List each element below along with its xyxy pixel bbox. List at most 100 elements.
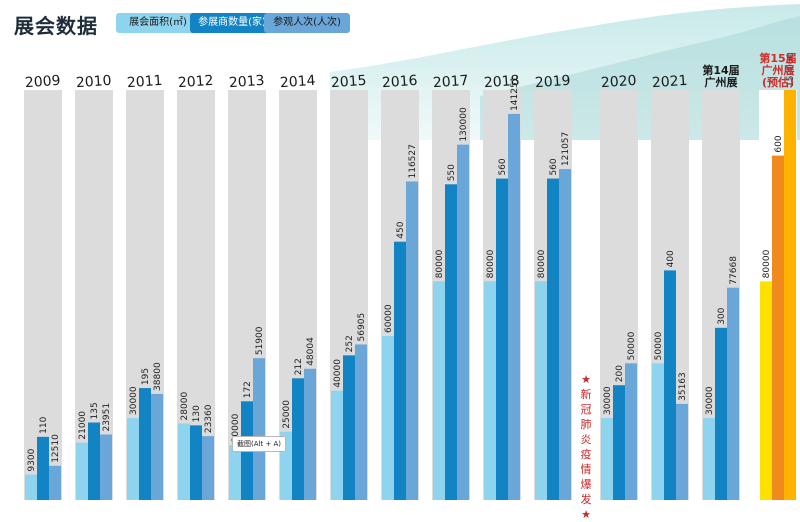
data-label-area-1: 21000	[78, 411, 88, 440]
data-label-visitors-1: 23951	[102, 403, 112, 432]
data-label-visitors-2: 38800	[153, 362, 163, 391]
data-label-visitors-8: 130000	[459, 107, 469, 142]
category-label-7: 2016	[381, 73, 418, 91]
category-label-0: 2009	[24, 73, 61, 91]
bar-area-13	[703, 418, 715, 500]
category-label-14-2: (预估)	[762, 75, 794, 89]
bar-exhibitors-7	[394, 241, 406, 500]
bar-area-0	[25, 474, 37, 500]
bar-visitors-5	[304, 368, 316, 500]
bar-area-14	[760, 281, 772, 500]
bar-exhibitors-0	[37, 436, 49, 500]
bar-exhibitors-6	[343, 355, 355, 500]
background-column-0	[24, 90, 62, 500]
bar-exhibitors-5	[292, 378, 304, 500]
data-label-visitors-0: 12510	[51, 434, 61, 463]
data-label-area-3: 28000	[180, 392, 190, 421]
data-label-visitors-6: 56905	[357, 313, 367, 342]
bar-visitors-13	[727, 287, 739, 500]
category-label-13-0: 第14届	[702, 63, 739, 77]
category-label-10: 2019	[534, 73, 571, 91]
data-label-area-2: 30000	[129, 386, 139, 415]
category-label-3: 2012	[177, 73, 214, 91]
data-label-area-13: 30000	[705, 386, 715, 415]
legend-item-visitors: 参观人次(人次)	[264, 13, 350, 33]
data-label-area-14: 80000	[762, 249, 772, 278]
data-label-area-4: 20000	[231, 413, 241, 442]
bar-visitors-7	[406, 181, 418, 501]
data-label-area-9: 80000	[486, 249, 496, 278]
bar-visitors-11	[625, 363, 637, 500]
data-label-visitors-4: 51900	[255, 326, 265, 355]
data-label-visitors-14: 150000	[786, 52, 796, 87]
data-label-exhibitors-11: 200	[615, 365, 625, 382]
bar-exhibitors-2	[139, 388, 151, 500]
bar-area-10	[535, 281, 547, 500]
bar-exhibitors-1	[88, 422, 100, 500]
bar-area-7	[382, 336, 394, 500]
data-label-area-8: 80000	[435, 249, 445, 278]
bar-exhibitors-3	[190, 425, 202, 500]
data-label-area-10: 80000	[537, 249, 547, 278]
bar-exhibitors-13	[715, 327, 727, 500]
bar-area-6	[331, 390, 343, 500]
bar-area-8	[433, 281, 445, 500]
data-label-area-6: 40000	[333, 359, 343, 388]
data-label-area-12: 50000	[654, 331, 664, 360]
data-label-visitors-5: 48004	[306, 337, 316, 366]
bar-exhibitors-11	[613, 385, 625, 500]
data-label-area-5: 25000	[282, 400, 292, 429]
category-label-1: 2010	[75, 73, 112, 91]
bar-area-2	[127, 418, 139, 500]
data-label-visitors-9: 141251	[510, 77, 520, 111]
bar-exhibitors-10	[547, 178, 559, 500]
bar-area-9	[484, 281, 496, 500]
category-label-12: 2021	[651, 73, 688, 91]
data-label-exhibitors-12: 400	[666, 250, 676, 267]
bar-exhibitors-14	[772, 155, 784, 500]
data-label-exhibitors-5: 212	[294, 358, 304, 375]
data-label-exhibitors-1: 135	[90, 402, 100, 419]
category-label-14-1: 广州展	[762, 63, 796, 77]
page-title: 展会数据	[14, 14, 98, 38]
bar-visitors-8	[457, 144, 469, 500]
data-label-visitors-13: 77668	[729, 256, 739, 285]
bar-area-11	[601, 418, 613, 500]
data-label-exhibitors-6: 252	[345, 335, 355, 352]
data-label-exhibitors-2: 195	[141, 368, 151, 385]
data-label-visitors-3: 23360	[204, 404, 214, 433]
bar-area-4	[229, 445, 241, 500]
bar-exhibitors-12	[664, 270, 676, 500]
bar-visitors-12	[676, 403, 688, 500]
category-label-14-0: 第15届	[759, 51, 796, 65]
category-label-11: 2020	[600, 73, 637, 91]
covid-note: ★新冠肺炎疫情爆发★	[580, 373, 592, 521]
category-label-6: 2015	[330, 73, 367, 91]
data-label-exhibitors-0: 110	[39, 416, 49, 433]
data-label-exhibitors-7: 450	[396, 221, 406, 238]
bar-exhibitors-9	[496, 178, 508, 500]
bar-visitors-1	[100, 434, 112, 500]
data-label-visitors-12: 35163	[678, 372, 688, 401]
data-label-exhibitors-10: 560	[549, 158, 559, 175]
data-label-visitors-11: 50000	[627, 331, 637, 360]
legend-item-exhibitors: 参展商数量(家)	[190, 13, 274, 33]
data-label-exhibitors-14: 600	[774, 135, 784, 152]
bar-area-1	[76, 442, 88, 500]
data-label-area-0: 9300	[27, 448, 37, 471]
data-label-exhibitors-8: 550	[447, 164, 457, 181]
bar-visitors-3	[202, 436, 214, 500]
legend-item-area: 展会面积(㎡)	[116, 13, 200, 33]
data-label-exhibitors-3: 130	[192, 405, 202, 422]
bar-visitors-0	[49, 465, 61, 500]
bar-visitors-14	[784, 90, 796, 500]
data-label-visitors-7: 116527	[408, 144, 418, 178]
category-label-4: 2013	[228, 73, 265, 91]
category-label-2: 2011	[126, 73, 163, 91]
category-label-5: 2014	[279, 73, 316, 91]
bar-visitors-4	[253, 358, 265, 500]
bar-visitors-6	[355, 344, 367, 500]
category-label-13-1: 广州展	[705, 75, 739, 89]
